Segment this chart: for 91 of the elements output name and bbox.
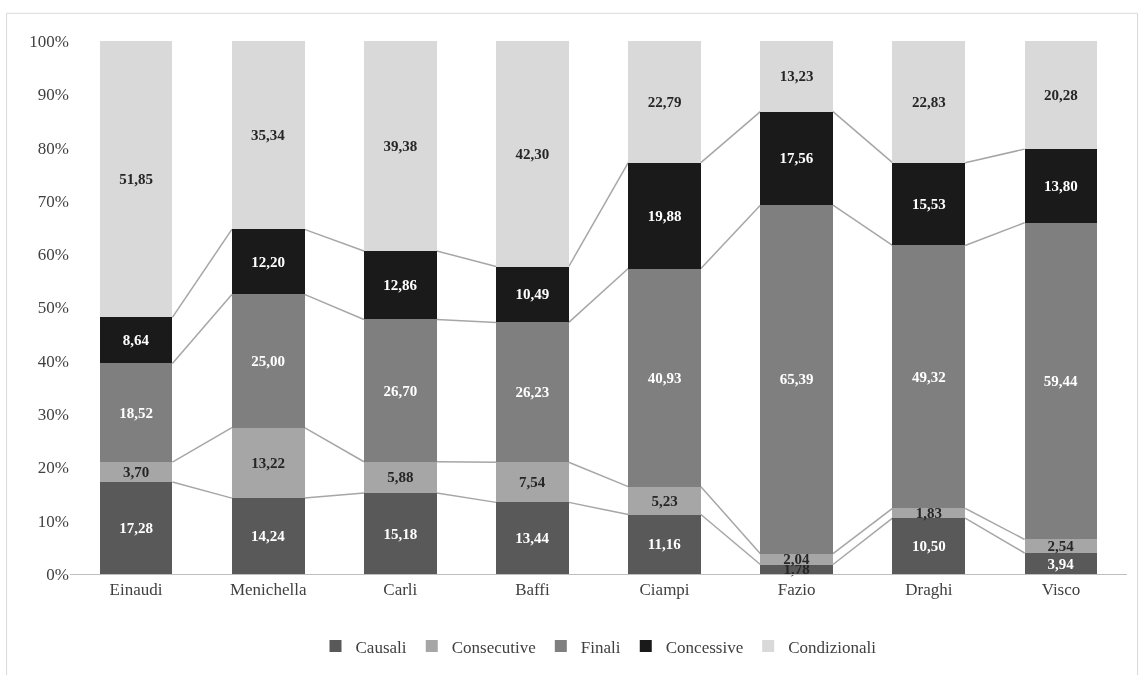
bar [363,250,437,320]
y-tick-label: 10% [37,511,69,531]
data-label: 3,94 [1047,555,1075,572]
y-tick-label: 20% [37,458,69,478]
data-label: 39,38 [383,138,418,155]
data-label: 20,28 [1044,87,1078,104]
bar [1024,222,1098,540]
legend-label: Concessive [665,637,744,657]
data-label: 17,28 [119,519,153,536]
data-label: 10,49 [515,286,550,303]
bar [892,41,966,163]
bar [628,41,701,163]
bar [628,268,701,487]
bar [1024,149,1098,223]
data-label: 26,23 [515,384,550,401]
bar [231,41,305,230]
data-label: 1,83 [915,505,942,522]
bar [892,162,966,246]
y-tick-label: 100% [29,32,69,52]
bar [1024,41,1098,150]
bar [892,245,966,509]
bar [99,363,173,463]
data-label: 49,32 [911,368,946,385]
data-label: 22,79 [647,93,682,110]
data-label: 40,93 [647,369,682,386]
data-label: 5,88 [387,469,414,486]
data-label: 65,39 [779,371,814,388]
legend-label: Finali [580,637,621,657]
data-label: 15,53 [911,196,946,213]
x-tick-label: Menichella [229,580,307,600]
data-label: 22,83 [911,93,946,110]
y-tick-label: 30% [37,405,69,425]
y-tick-label: 60% [37,245,69,265]
y-tick-label: 80% [37,138,69,158]
data-label: 42,30 [515,145,550,162]
x-tick-label: Draghi [905,580,953,600]
data-label: 12,86 [383,277,418,294]
data-label: 7,54 [519,474,546,491]
data-label: 12,20 [251,253,286,270]
bar [628,514,701,574]
y-tick-label: 70% [37,191,69,211]
data-label: 15,18 [383,525,418,542]
bar [231,229,305,295]
bar [99,317,173,364]
x-tick-label: Baffi [515,580,551,600]
bar [496,266,569,323]
bar [496,322,569,463]
bar [231,294,305,428]
bar [363,493,437,574]
data-label: 11,16 [647,536,682,553]
data-label: 13,44 [515,530,550,547]
bar [760,205,834,554]
data-label: 35,34 [251,127,286,144]
y-tick-label: 0% [46,564,69,584]
x-tick-label: Carli [383,580,418,600]
bar [760,111,834,206]
data-label: 51,85 [119,171,153,188]
x-tick-label: Ciampi [639,580,690,600]
data-label: 25,00 [251,353,286,370]
data-label: 18,52 [119,404,153,421]
data-label: 13,23 [779,68,814,85]
data-label: 19,88 [647,207,682,224]
bar [363,41,437,251]
data-label: 3,70 [122,464,150,481]
bar [628,162,701,269]
bar [760,41,834,112]
x-tick-label: Fazio [777,580,816,600]
bar [363,319,437,462]
data-label: 14,24 [251,528,286,545]
y-tick-label: 90% [37,85,69,105]
x-tick-label: Visco [1041,580,1081,600]
bar [99,481,173,574]
data-label: 59,44 [1043,373,1079,390]
data-label: 13,80 [1044,177,1078,194]
data-label: 10,50 [911,538,946,555]
y-tick-label: 40% [37,351,69,371]
bar [99,41,173,318]
legend-label: Causali [355,637,407,657]
legend-label: Consecutive [451,637,536,657]
x-tick-label: Einaudi [109,580,163,600]
data-label: 17,56 [779,150,814,167]
data-label: 26,70 [383,382,418,399]
bar [496,502,569,574]
bar [496,41,569,267]
bar [231,498,305,574]
data-label: 8,64 [122,332,150,349]
data-label: 5,23 [651,492,678,509]
y-tick-label: 50% [37,298,69,318]
data-label: 13,22 [251,454,286,471]
legend-label: Condizionali [788,637,877,657]
data-label: 2,54 [1047,538,1075,555]
